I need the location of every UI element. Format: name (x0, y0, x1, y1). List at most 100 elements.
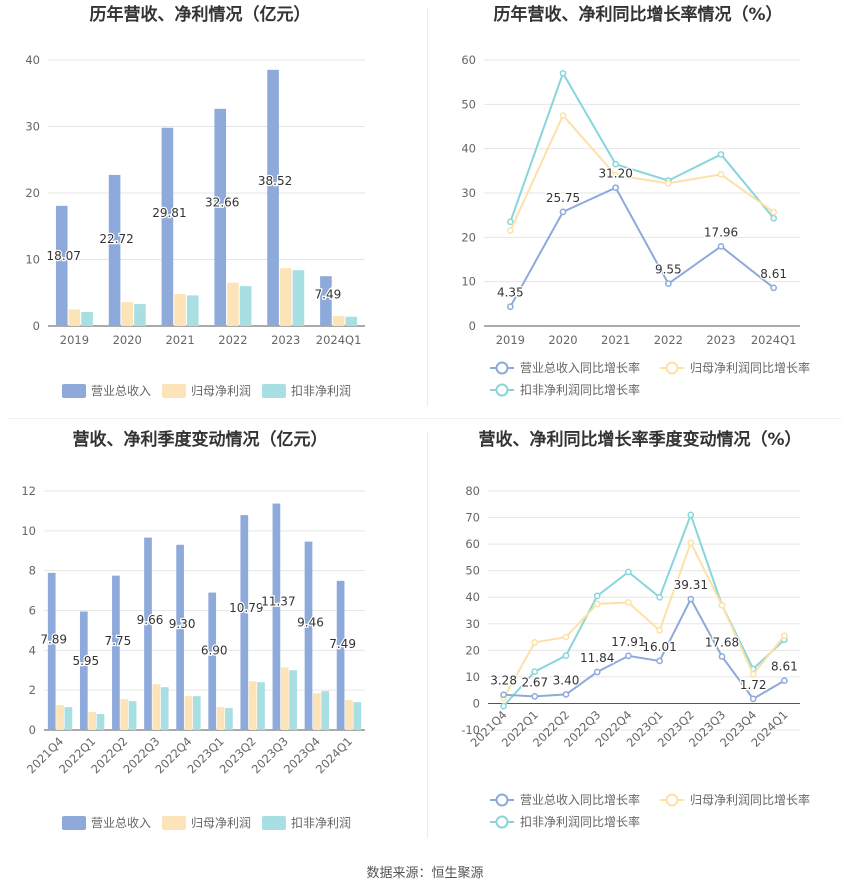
bar-parent-net-profit (121, 302, 134, 326)
point-parent-profit-growth (562, 633, 570, 641)
point-revenue-growth (500, 691, 507, 699)
data-label: 6.90 (201, 643, 228, 657)
point-revenue-growth (781, 677, 788, 684)
x-tick-label: 2022 (218, 333, 247, 347)
point-revenue-growth (625, 652, 632, 660)
bar-deducted-net-profit (292, 270, 305, 326)
legend-marker (495, 361, 509, 375)
bar-revenue (79, 611, 88, 730)
point-deducted-profit-growth (506, 218, 514, 226)
legend-marker (495, 383, 509, 397)
quarterly-values-chart: 营收、净利季度变动情况（亿元） 0 2 4 6 8 10 12 2021Q4 2022Q1 2022… (0, 425, 425, 845)
legend-swatch (162, 384, 186, 398)
y-tick-label: 0 (469, 319, 476, 333)
bar-revenue (336, 580, 345, 730)
legend-label: 归母净利润同比增长率 (690, 360, 810, 375)
legend-swatch (262, 384, 286, 398)
data-label: 2.67 (521, 675, 548, 689)
y-tick-label: 12 (21, 484, 36, 498)
point-deducted-profit-growth (559, 69, 567, 77)
point-deducted-profit-growth (612, 160, 620, 168)
data-label: 25.75 (546, 191, 580, 205)
bar-parent-net-profit (280, 667, 289, 730)
legend-label: 归母净利润 (191, 816, 251, 830)
legend-marker (665, 361, 679, 375)
point-parent-profit-growth (656, 627, 663, 634)
data-label: 17.96 (704, 225, 738, 239)
bar-parent-net-profit (332, 316, 345, 326)
point-deducted-profit-growth (656, 593, 663, 601)
chart-title: 营收、净利同比增长率季度变动情况（%） (478, 429, 801, 450)
y-tick-label: 0 (473, 696, 480, 710)
data-label: 3.40 (553, 673, 580, 687)
vertical-divider-top (427, 8, 428, 406)
bar-revenue (108, 174, 121, 326)
legend-label: 营业总收入 (91, 816, 151, 830)
data-label: 11.37 (261, 594, 295, 608)
point-revenue-growth (687, 595, 695, 603)
y-tick-label: 60 (465, 537, 480, 551)
legend-swatch (162, 816, 186, 830)
bar-revenue (112, 575, 120, 730)
bar-parent-net-profit (312, 693, 321, 730)
legend-marker (495, 815, 509, 829)
data-label: 3.28 (490, 674, 517, 688)
series-line-deducted-profit-growth (509, 70, 775, 223)
data-label: 9.66 (137, 613, 164, 627)
y-tick-label: 0 (29, 723, 36, 737)
series-line-parent-profit-growth (509, 113, 775, 232)
bar-deducted-net-profit (186, 295, 199, 326)
data-label: 38.52 (258, 174, 292, 188)
point-revenue-growth (664, 280, 672, 288)
bar-parent-net-profit (248, 681, 257, 730)
data-label: 10.79 (229, 601, 263, 615)
point-revenue-growth (593, 668, 601, 676)
bar-parent-net-profit (88, 712, 97, 730)
point-parent-profit-growth (749, 670, 757, 678)
point-parent-profit-growth (717, 171, 725, 178)
bar-revenue (144, 537, 152, 730)
data-label: 18.07 (47, 249, 81, 263)
data-label: 8.61 (760, 267, 787, 281)
x-tick-label: 2023 (271, 333, 300, 347)
y-tick-label: 8 (29, 564, 36, 578)
bar-parent-net-profit (227, 282, 239, 326)
y-tick-label: -10 (461, 723, 480, 737)
y-tick-label: 20 (465, 643, 480, 657)
chart-title: 历年营收、净利同比增长率情况（%） (493, 4, 782, 25)
point-revenue-growth (562, 691, 570, 698)
y-tick-label: 70 (465, 511, 480, 525)
point-revenue-growth (531, 693, 539, 700)
bar-parent-net-profit (174, 294, 186, 326)
point-revenue-growth (749, 695, 757, 703)
point-parent-profit-growth (687, 539, 695, 547)
data-label: 16.01 (642, 640, 676, 654)
point-parent-profit-growth (506, 227, 514, 235)
y-tick-label: 40 (461, 142, 476, 156)
point-deducted-profit-growth (625, 568, 632, 576)
legend-marker (495, 793, 509, 807)
data-label: 9.55 (655, 263, 682, 277)
point-deducted-profit-growth (531, 668, 539, 675)
data-label: 9.30 (169, 617, 196, 631)
point-parent-profit-growth (531, 639, 539, 646)
series-line-revenue-growth (503, 596, 785, 701)
bar-parent-net-profit (120, 699, 129, 730)
y-tick-label: 10 (21, 524, 36, 538)
bar-revenue (208, 592, 217, 730)
data-label: 5.95 (72, 654, 99, 668)
bar-deducted-net-profit (257, 682, 265, 730)
data-label: 7.89 (40, 633, 67, 647)
bar-deducted-net-profit (192, 696, 201, 730)
data-label: 7.75 (105, 634, 132, 648)
series-line-parent-profit-growth (502, 540, 786, 699)
legend-label: 扣非净利润 (291, 384, 351, 398)
x-tick-label: 2021 (601, 333, 630, 347)
bar-revenue (214, 108, 227, 326)
vertical-divider-bottom (427, 432, 428, 838)
y-tick-label: 30 (25, 120, 40, 134)
y-tick-label: 4 (29, 643, 36, 657)
bar-deducted-net-profit (345, 316, 358, 326)
x-tick-label: 2019 (60, 333, 89, 347)
bar-deducted-net-profit (64, 707, 73, 730)
